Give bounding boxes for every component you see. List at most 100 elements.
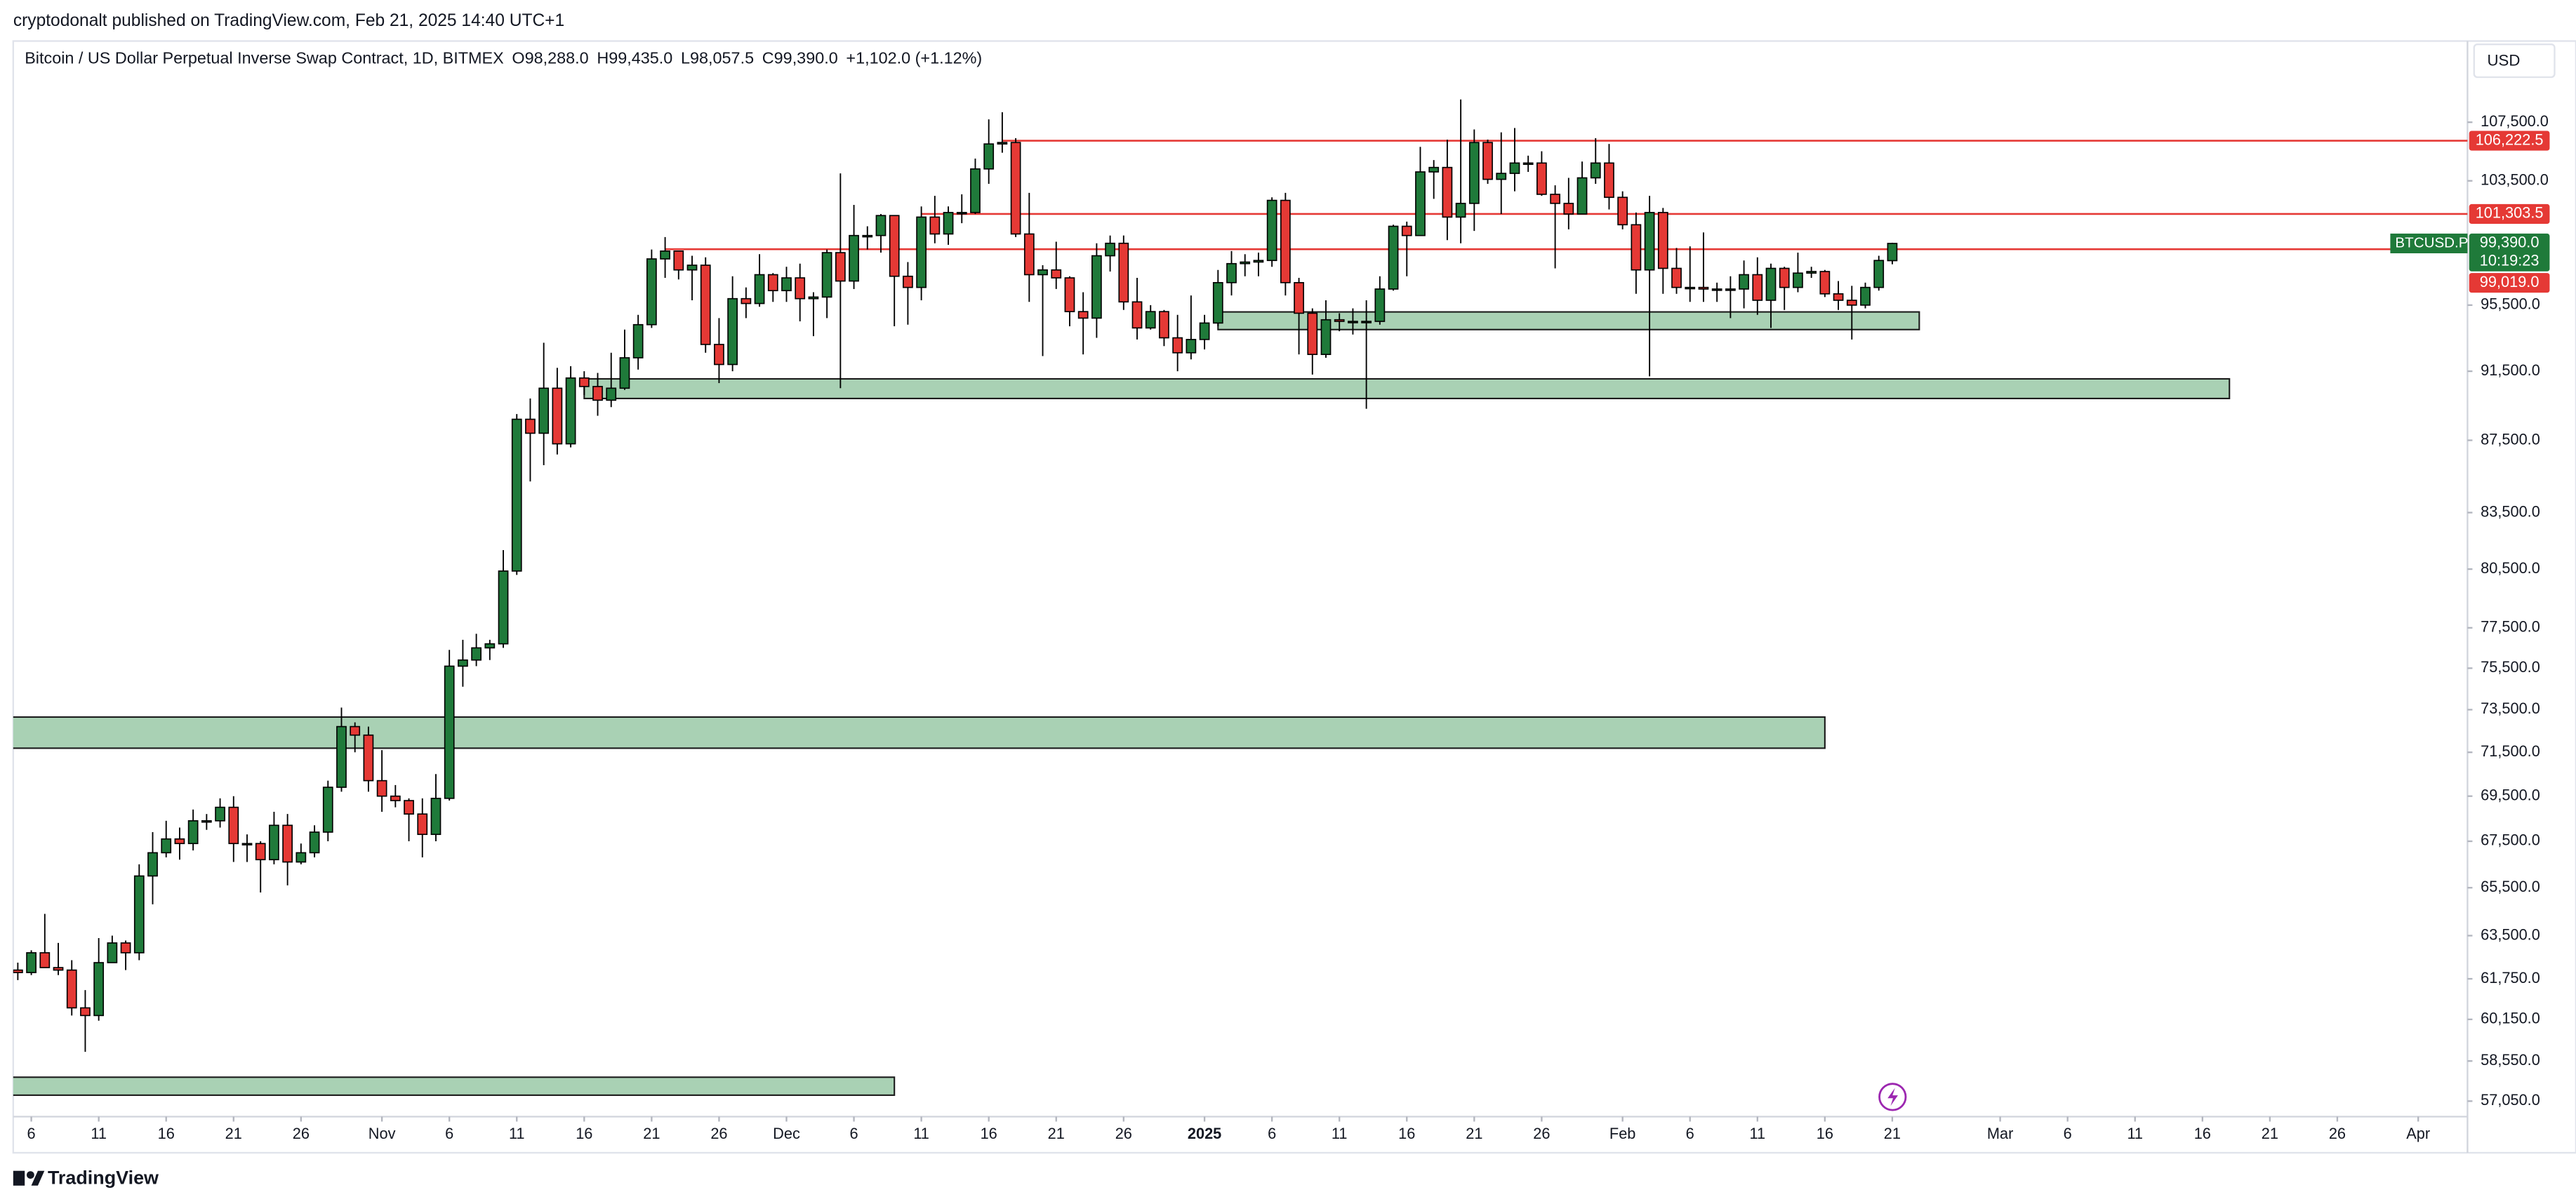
candle-body: [1240, 261, 1251, 265]
x-tick-label: 26: [1533, 1125, 1550, 1142]
candle-body: [565, 377, 576, 445]
candle-body: [754, 274, 765, 305]
x-tick-label: 2025: [1188, 1125, 1221, 1142]
symbol-tag: [2390, 233, 2468, 253]
candle-body: [1280, 199, 1291, 283]
x-tick-label: 6: [1268, 1125, 1276, 1142]
candle-body: [1212, 282, 1223, 324]
x-tick-label: 11: [91, 1125, 107, 1142]
y-tick-label: 71,500.0: [2481, 742, 2540, 760]
candle-body: [1415, 171, 1426, 236]
x-tick-label: 16: [1398, 1125, 1415, 1142]
x-tick-label: 21: [1048, 1125, 1065, 1142]
x-tick-label: 11: [1332, 1125, 1348, 1142]
candle-body: [1725, 288, 1736, 291]
candle-body: [997, 142, 1008, 145]
x-tick-label: 21: [643, 1125, 660, 1142]
candle-body: [1455, 203, 1466, 218]
candle-body: [1253, 260, 1264, 263]
candle-body: [1145, 311, 1156, 329]
candle-body: [336, 725, 347, 788]
currency-button[interactable]: [2473, 44, 2556, 79]
candle-body: [1334, 319, 1345, 322]
candle-body: [93, 962, 105, 1017]
candle-body: [875, 215, 887, 236]
x-tick-label: 26: [1115, 1125, 1132, 1142]
x-tick-label: 26: [2329, 1125, 2346, 1142]
candle-body: [417, 813, 428, 836]
symbol-legend: Bitcoin / US Dollar Perpetual Inverse Sw…: [25, 48, 982, 67]
candle-body: [1576, 177, 1588, 215]
candle-body: [970, 168, 981, 213]
candle-body: [1711, 288, 1722, 291]
candle-body: [1442, 166, 1453, 218]
candle-body: [929, 216, 941, 235]
candle-body: [484, 643, 496, 649]
candle-body: [943, 212, 954, 235]
x-tick-label: 26: [710, 1125, 727, 1142]
candle-body: [1388, 225, 1399, 290]
y-tick-label: 87,500.0: [2481, 430, 2540, 448]
candle-body: [1361, 321, 1372, 323]
y-tick-label: 77,500.0: [2481, 618, 2540, 636]
candle-body: [700, 265, 711, 345]
candle-body: [849, 234, 859, 282]
y-tick-label: 91,500.0: [2481, 361, 2540, 379]
candle-body: [835, 252, 846, 282]
candle-body: [215, 806, 225, 822]
candle-body: [983, 143, 995, 170]
price-line-label: 106,222.5: [2476, 131, 2544, 148]
countdown: 10:19:23: [2480, 251, 2540, 269]
x-tick-label: 16: [1817, 1125, 1833, 1142]
legend-title: Bitcoin / US Dollar Perpetual Inverse Sw…: [25, 48, 504, 67]
candle-body: [511, 418, 522, 572]
candle-body: [296, 852, 307, 863]
y-tick-label: 69,500.0: [2481, 786, 2540, 803]
legend-close: C99,390.0: [762, 48, 838, 67]
x-tick-label: 6: [27, 1125, 36, 1142]
price-line-label: 99,019.0: [2480, 273, 2540, 290]
candle-body: [1226, 262, 1237, 283]
candle-body: [1320, 319, 1332, 355]
x-tick-label: 21: [2262, 1125, 2278, 1142]
candle-body: [1644, 212, 1655, 271]
candle-body: [1428, 166, 1440, 173]
candle-body: [53, 967, 64, 971]
candle-body: [632, 323, 644, 359]
brand-name: TradingView: [48, 1168, 159, 1189]
x-tick-label: 6: [2064, 1125, 2072, 1142]
candle-body: [1307, 312, 1318, 355]
x-tick-label: Feb: [1609, 1125, 1635, 1142]
candle-body: [322, 787, 333, 833]
zone: [13, 716, 1826, 749]
candle-body: [1698, 286, 1709, 290]
candle-body: [741, 297, 752, 305]
candle-body: [795, 277, 806, 300]
candle-body: [767, 274, 778, 292]
candle-body: [1860, 286, 1871, 306]
candle-body: [147, 852, 158, 877]
candle-body: [781, 277, 792, 292]
zone: [583, 377, 2231, 399]
logo-part: [27, 1171, 34, 1179]
x-tick-label: Nov: [369, 1125, 396, 1142]
candle-body: [241, 843, 253, 845]
candle-body: [120, 942, 131, 954]
candle-body: [1617, 196, 1628, 226]
y-tick-label: 75,500.0: [2481, 658, 2540, 676]
candle-body: [390, 795, 401, 801]
candle-body: [1064, 277, 1075, 312]
x-tick-label: 26: [293, 1125, 310, 1142]
candle-body: [13, 969, 23, 973]
candle-body: [458, 659, 468, 667]
candle-body: [350, 725, 361, 736]
candle-body: [66, 969, 77, 1009]
y-tick-label: 95,500.0: [2481, 295, 2540, 313]
candle-body: [1051, 269, 1062, 279]
y-tick-label: 58,550.0: [2481, 1051, 2540, 1069]
candle-body: [1806, 271, 1817, 274]
candle-body: [1833, 293, 1844, 301]
price-line-label-box: [2469, 273, 2550, 293]
legend-low: L98,057.5: [681, 48, 754, 67]
